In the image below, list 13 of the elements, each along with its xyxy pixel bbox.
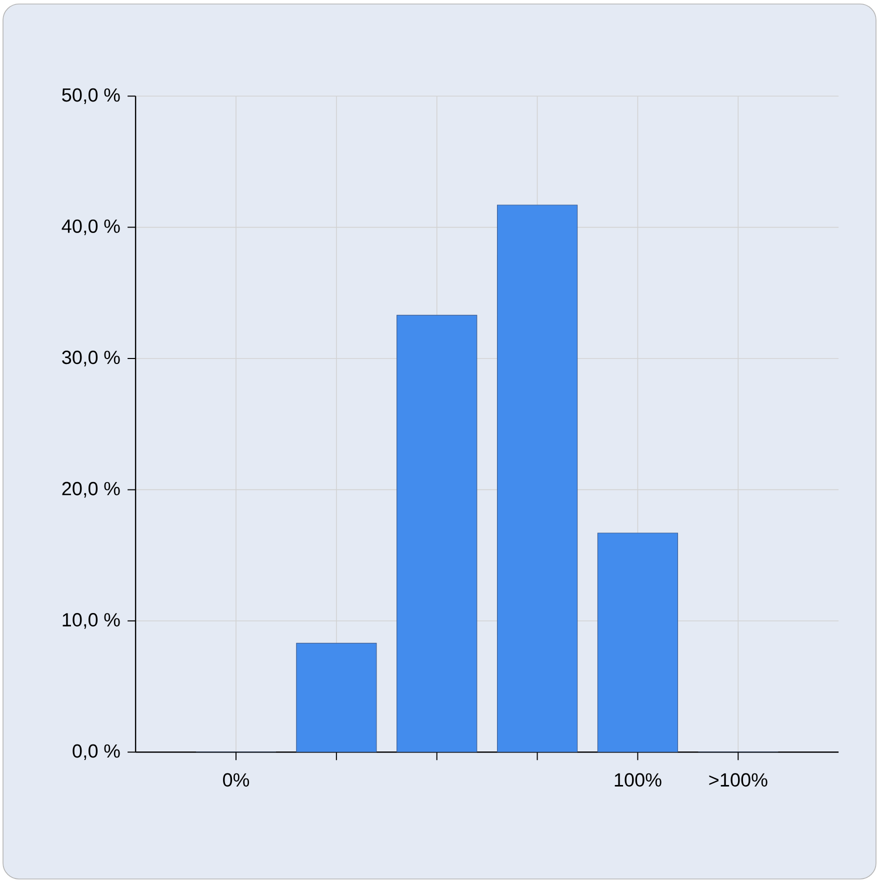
bar	[496, 204, 578, 752]
y-tick-label: 20,0 %	[62, 482, 120, 498]
x-tick-label: >100%	[709, 773, 768, 787]
y-tick-label: 30,0 %	[62, 350, 120, 366]
x-tick-label: 100%	[614, 773, 662, 787]
x-tick-label: 0%	[223, 773, 250, 787]
y-tick-label: 50,0 %	[62, 88, 120, 104]
y-tick-label: 10,0 %	[62, 613, 120, 629]
y-tick-label: 0,0 %	[72, 744, 120, 760]
bar	[396, 314, 478, 752]
bar	[597, 532, 678, 752]
y-tick-label: 40,0 %	[62, 219, 120, 236]
bar	[296, 642, 377, 752]
